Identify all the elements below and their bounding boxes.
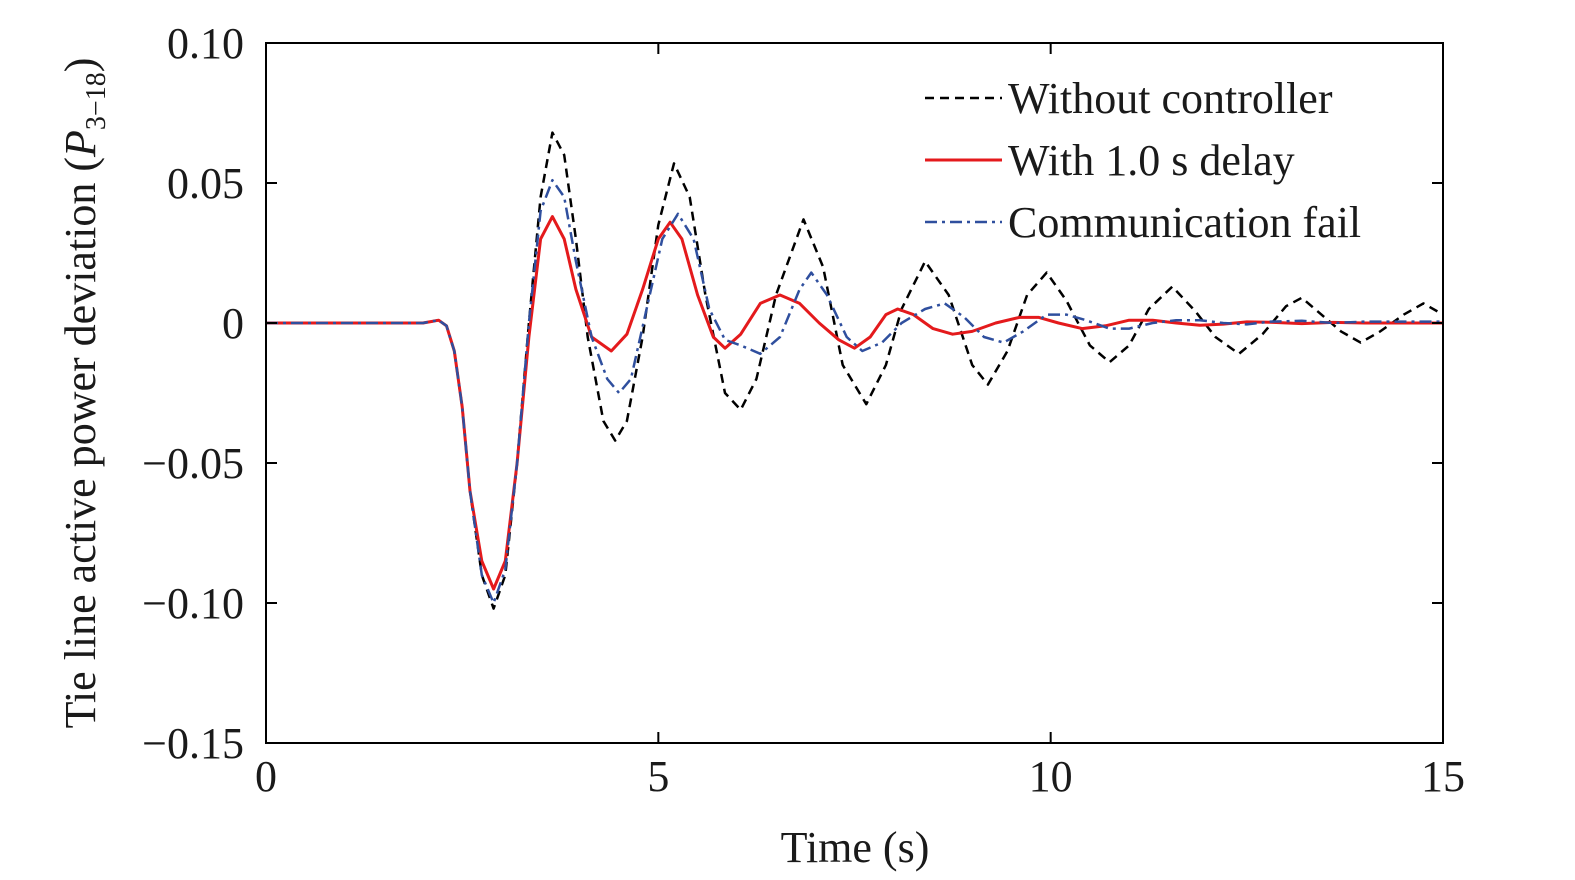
x-axis-label: Time (s)	[781, 823, 930, 872]
y-tick-label: 0.05	[167, 159, 244, 208]
y-axis-label-prefix: Tie line active power deviation (	[56, 157, 105, 728]
y-axis-label-suffix: )	[56, 58, 105, 73]
y-axis-label: Tie line active power deviation (P3−18)	[56, 58, 112, 729]
y-tick-label: 0	[222, 299, 244, 348]
series-line-3	[266, 178, 1443, 605]
x-tick-label: 5	[647, 752, 669, 801]
x-tick-label: 10	[1029, 752, 1073, 801]
y-tick-label: −0.05	[142, 439, 244, 488]
legend: Without controller With 1.0 s delay Commun…	[925, 74, 1361, 247]
y-tick-label: 0.10	[167, 19, 244, 68]
x-tick-label: 0	[255, 752, 277, 801]
series-line-2	[266, 215, 1443, 591]
legend-label: With 1.0 s delay	[1008, 136, 1295, 185]
y-tick-label: −0.10	[142, 579, 244, 628]
y-tick-label: −0.15	[142, 719, 244, 768]
svg-text:Tie line active power deviatio: Tie line active power deviation (P3−18)	[56, 58, 112, 729]
legend-label: Without controller	[1008, 74, 1333, 123]
ticks-layer: 0 5 10 15 0.10 0.05 0 −0.05 −0.10 −0.15	[142, 19, 1465, 801]
series-layer	[266, 131, 1444, 610]
x-tick-label: 15	[1421, 752, 1465, 801]
legend-label: Communication fail	[1008, 198, 1361, 247]
plot-frame	[265, 42, 1444, 744]
y-axis-label-subscript: 3−18	[81, 72, 112, 130]
y-axis-label-symbol: P	[56, 130, 105, 158]
